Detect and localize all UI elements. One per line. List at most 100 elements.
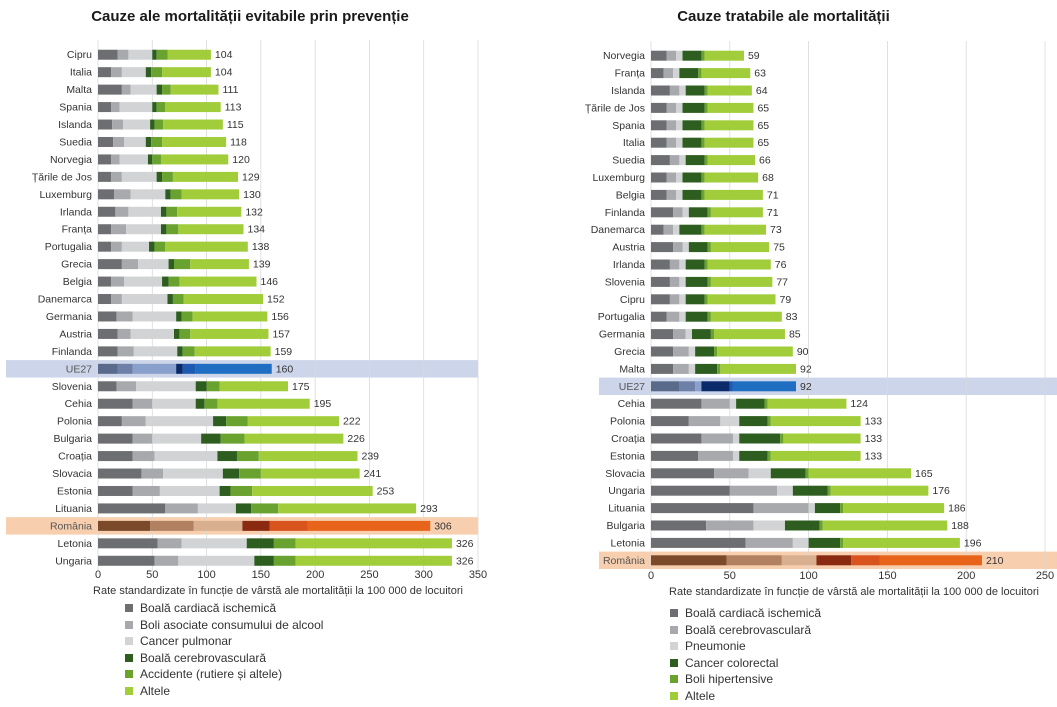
x-tick-label: 200 [306, 569, 324, 581]
bar-segment [753, 503, 809, 514]
value-label: 65 [757, 137, 769, 149]
bar-segment [154, 241, 166, 252]
category-label: Lituania [55, 503, 92, 515]
bar-segment [115, 206, 129, 217]
bar-segment [701, 137, 705, 148]
bar-segment [651, 311, 667, 322]
bar-segment [682, 120, 702, 131]
bar-segment [98, 241, 112, 252]
category-label: Italia [623, 137, 645, 149]
legend-swatch [670, 642, 678, 651]
category-label: Cipru [67, 49, 92, 61]
legend-label: Boală cerebrovasculară [685, 622, 812, 637]
bar-segment [682, 172, 702, 183]
bar-segment [879, 555, 982, 566]
legend-label: Cancer colorectal [685, 655, 779, 670]
bar-segment [714, 329, 785, 340]
category-label: Danemarca [38, 294, 92, 306]
bar-segment [666, 137, 677, 148]
bar-segment [739, 450, 768, 461]
bar-segment [162, 171, 173, 182]
bar-segment [145, 67, 152, 78]
bar-segment [242, 520, 270, 531]
bar-segment [808, 468, 912, 479]
bar-segment [156, 49, 168, 60]
bar-segment [679, 294, 686, 305]
bar-segment [178, 224, 244, 235]
bar-segment [119, 102, 153, 113]
value-label: 133 [865, 450, 883, 462]
bar-segment [147, 154, 153, 165]
value-label: 83 [786, 311, 798, 323]
bar-segment [685, 311, 708, 322]
chart-title: Cauze ale mortalității evitabile prin pr… [91, 8, 409, 25]
category-label: Cehia [65, 398, 93, 410]
category-label: Spania [59, 102, 92, 114]
bar-segment [666, 189, 677, 200]
value-label: 253 [377, 485, 395, 497]
bar-segment [695, 381, 702, 392]
value-label: 104 [215, 49, 233, 61]
bar-segment [729, 381, 733, 392]
bar-segment [176, 311, 182, 322]
bar-segment [701, 172, 705, 183]
bar-segment [676, 137, 683, 148]
x-tick-label: 0 [648, 570, 654, 582]
legend-item: Altele [125, 683, 323, 700]
bar-segment [163, 468, 223, 479]
legend-label: Boală cerebrovasculară [140, 650, 267, 665]
bar-segment [792, 537, 809, 548]
bar-segment [707, 276, 711, 287]
bar-segment [151, 136, 163, 147]
value-label: 85 [789, 329, 801, 341]
bar-segment [767, 416, 771, 427]
bar-segment [151, 67, 163, 78]
category-label: Spania [612, 120, 645, 132]
bar-segment [235, 503, 252, 514]
bar-segment [669, 259, 680, 270]
bar-segment [707, 294, 776, 305]
bar-segment [307, 520, 431, 531]
category-label: Slovacia [52, 468, 92, 480]
bar-segment [651, 537, 746, 548]
bar-segment [174, 328, 180, 339]
category-label: Grecia [614, 346, 645, 358]
bar-segment [666, 120, 677, 131]
bar-segment [663, 68, 674, 79]
bar-segment [739, 416, 768, 427]
bar-segment [190, 328, 269, 339]
bar-segment [748, 468, 771, 479]
bar-segment [783, 433, 861, 444]
bar-segment [98, 538, 158, 549]
bar-segment [258, 451, 358, 462]
bar-segment [691, 329, 711, 340]
bar-segment [707, 311, 711, 322]
bar-segment [121, 259, 139, 270]
bar-segment [701, 68, 751, 79]
category-label: Țările de Jos [585, 102, 645, 114]
bar-segment [651, 259, 670, 270]
category-label: România [50, 520, 92, 532]
bar-segment [98, 102, 112, 113]
bar-segment [111, 102, 120, 113]
bar-segment [152, 102, 157, 113]
bar-segment [704, 172, 759, 183]
bar-segment [165, 102, 221, 113]
bar-segment [98, 294, 112, 305]
bar-segment [679, 381, 696, 392]
legend-swatch [125, 670, 133, 679]
bar-segment [152, 154, 161, 165]
value-label: 73 [770, 224, 782, 236]
legend-item: Boală cardiacă ischemică [125, 600, 323, 617]
bar-segment [704, 50, 744, 61]
bar-segment [132, 433, 153, 444]
bar-segment [121, 241, 150, 252]
bar-segment [695, 363, 718, 374]
bar-segment [154, 451, 218, 462]
bar-segment [770, 416, 861, 427]
bar-segment [116, 381, 136, 392]
bar-segment [704, 137, 754, 148]
bar-segment [651, 294, 670, 305]
bar-segment [183, 294, 264, 305]
bar-segment [701, 189, 705, 200]
